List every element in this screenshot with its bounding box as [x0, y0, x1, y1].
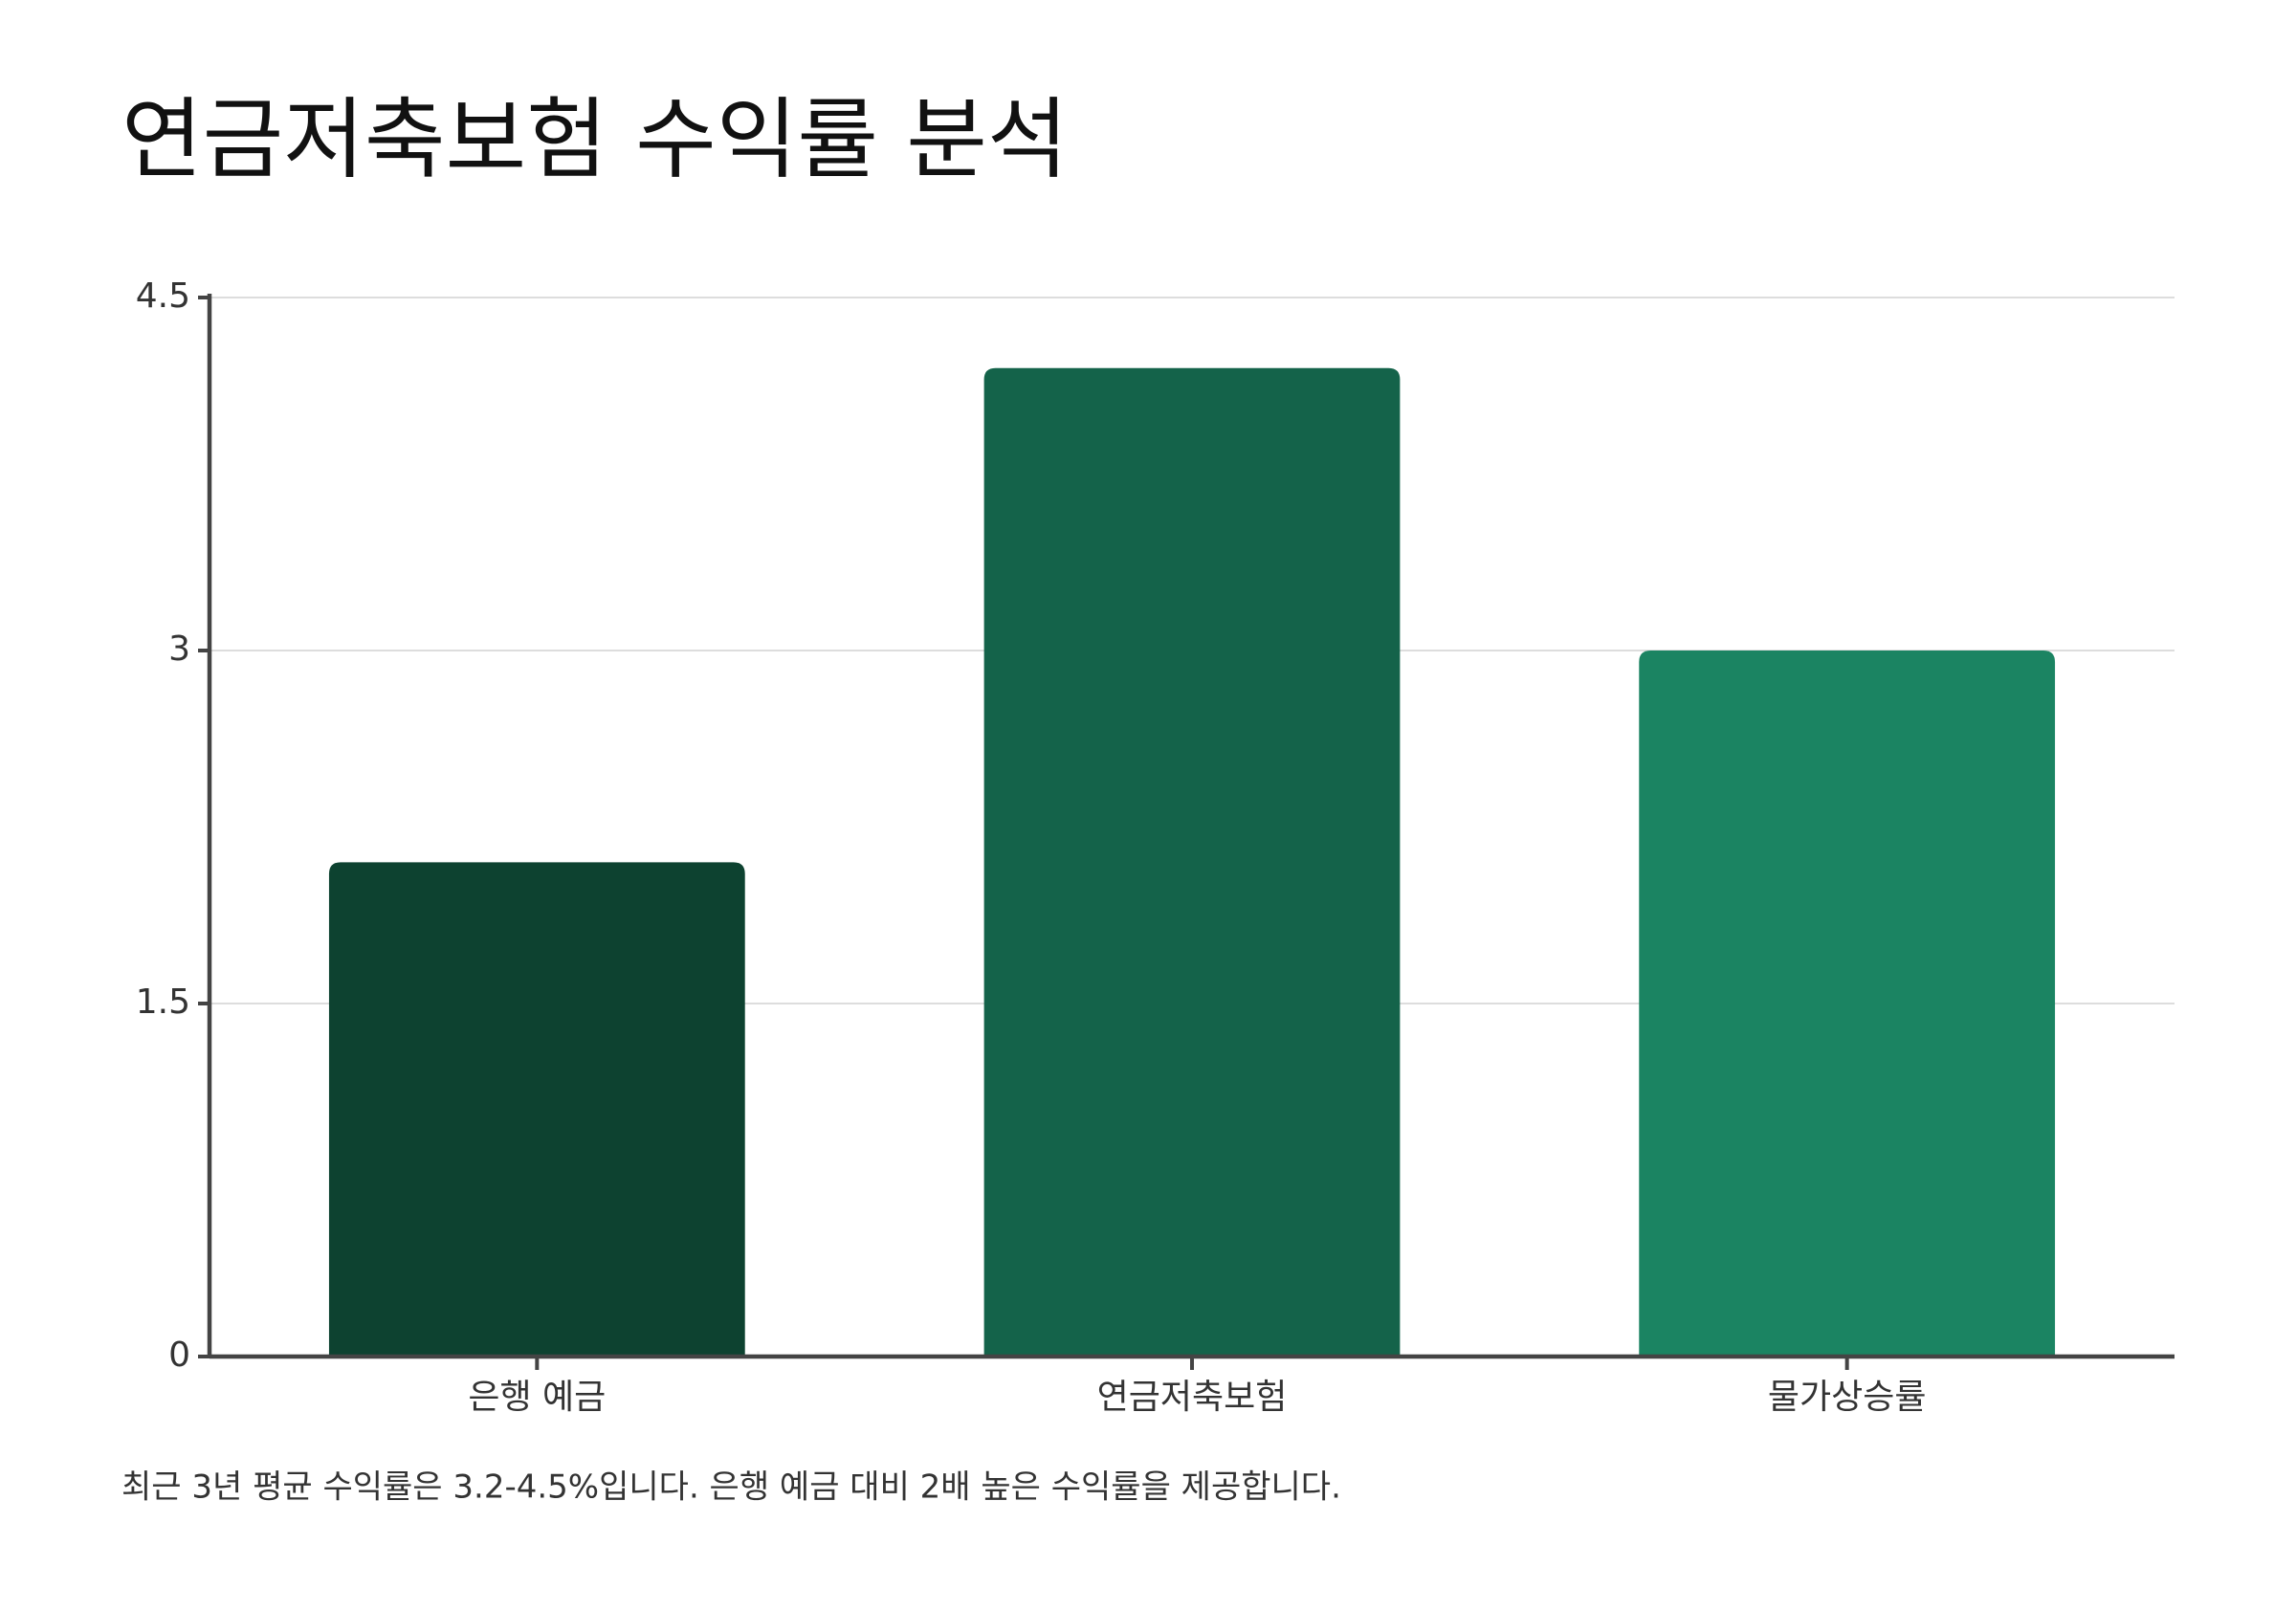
x-tick-label: 은행 예금	[468, 1378, 606, 1417]
x-tick-label: 물가상승률	[1768, 1378, 1927, 1417]
y-tick-label: 4.5	[136, 276, 190, 316]
y-tick-label: 3	[168, 629, 190, 669]
bar	[983, 367, 1401, 1357]
bar	[1639, 651, 2056, 1357]
chart-note: 최근 3년 평균 수익률은 3.2-4.5%입니다. 은행 예금 대비 2배 높…	[121, 1468, 1341, 1507]
bar	[328, 862, 745, 1357]
chart-title: 연금저축보험 수익률 분석	[121, 88, 1069, 190]
y-tick-label: 1.5	[136, 982, 190, 1022]
x-tick-label: 연금저축보험	[1097, 1378, 1288, 1417]
y-tick-label: 0	[168, 1335, 190, 1375]
